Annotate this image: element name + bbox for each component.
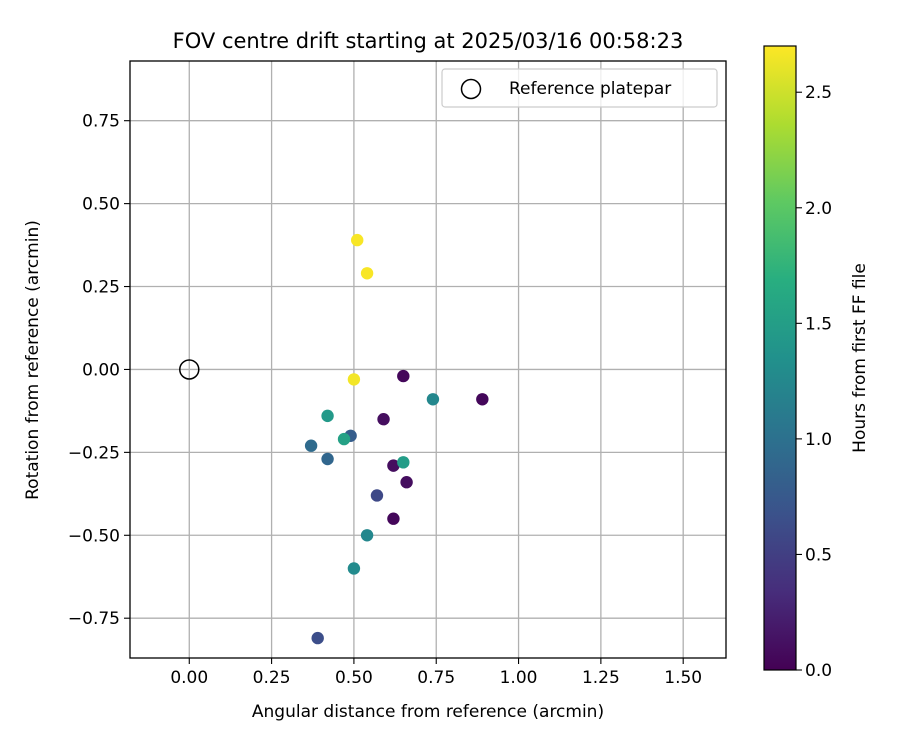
x-axis-ticks: 0.00 0.25 0.50 0.75 1.00 1.25 1.50 [170,658,702,688]
reference-platepar-point [179,359,200,380]
data-point [311,631,324,645]
data-point [397,369,410,383]
data-point [400,476,413,489]
data-point [351,233,364,247]
data-point [476,393,489,406]
data-point [321,409,334,423]
colorbar-tick-label: 2.0 [805,199,832,219]
legend-box [441,68,718,108]
data-point [337,432,351,446]
chart-title: FOV centre drift starting at 2025/03/16 … [173,29,684,53]
data-point [360,529,374,542]
colorbar-tick-label: 1.0 [805,430,832,450]
data-point [387,459,400,472]
y-tick-label: −0.25 [68,443,120,463]
data-point [304,439,318,452]
data-point [397,456,410,469]
data-point [347,562,361,575]
y-tick-label: 0.25 [82,278,120,298]
y-tick-label: 0.50 [82,195,120,215]
colorbar-tick-label: 2.5 [805,83,832,103]
data-point [426,393,440,406]
y-tick-label: 0.75 [82,112,120,132]
grid [130,61,726,658]
x-tick-label: 0.50 [335,668,373,688]
x-tick-label: 0.25 [253,668,291,688]
y-tick-label: 0.00 [82,360,120,380]
colorbar-tick-label: 0.0 [805,661,832,681]
legend: Reference platepar [441,68,718,108]
y-axis-label: Rotation from reference (arcmin) [23,220,43,500]
colorbar: 0.0 0.5 1.0 1.5 2.0 2.5 Hours from first FF f… [763,45,870,681]
x-tick-label: 1.50 [664,668,702,688]
data-point [360,267,374,280]
data-points [304,233,489,645]
data-point [377,413,390,426]
x-tick-label: 1.25 [582,668,620,688]
y-axis-ticks: −0.75 −0.50 −0.25 0.00 0.25 0.50 0.75 [68,112,130,629]
x-axis-label: Angular distance from reference (arcmin) [252,702,604,722]
data-point [347,373,361,386]
y-tick-label: −0.50 [68,526,120,546]
reference-marker [179,359,200,380]
data-point [387,512,400,525]
plot-frame [129,60,727,659]
data-point [370,489,384,502]
x-tick-label: 1.00 [500,668,538,688]
legend-label: Reference platepar [509,79,671,99]
y-tick-label: −0.75 [68,609,120,629]
colorbar-gradient [763,45,797,671]
data-point [321,452,334,466]
colorbar-ticks: 0.0 0.5 1.0 1.5 2.0 2.5 [796,83,832,681]
colorbar-label: Hours from first FF file [850,263,870,453]
legend-open-circle-icon [460,78,482,100]
x-tick-label: 0.75 [417,668,455,688]
x-tick-label: 0.00 [170,668,208,688]
colorbar-tick-label: 0.5 [805,545,832,565]
colorbar-tick-label: 1.5 [805,314,832,334]
